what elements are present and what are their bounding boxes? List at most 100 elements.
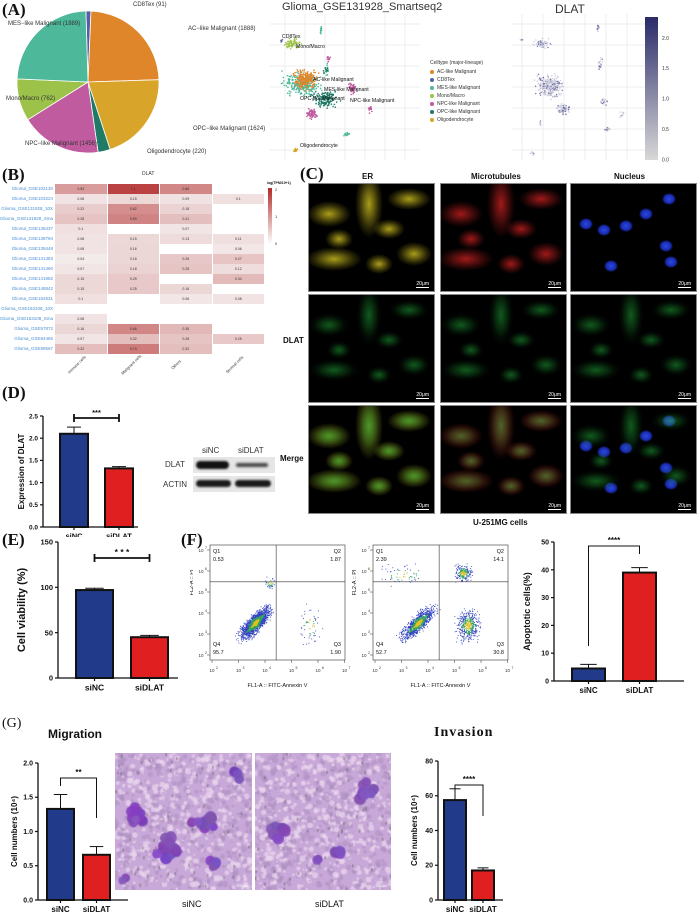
flow-event (263, 611, 265, 613)
x-tick-exponent: 2 (216, 666, 218, 670)
microscopy-image: 20μm (440, 294, 567, 403)
flow-event (419, 621, 421, 623)
flow-event (460, 617, 462, 619)
flow-event (404, 627, 406, 629)
flow-event (308, 642, 310, 644)
heatmap-row-label[interactable]: Glioma_GSE131928_Smartseq2 (0, 216, 53, 221)
flow-event (255, 625, 257, 627)
heatmap-row-label[interactable]: Glioma_GSE89567 (14, 346, 53, 351)
flow-event (420, 627, 422, 629)
pie-label-oligo: Oligodendrocyte (220) (147, 149, 207, 155)
umap-point (370, 108, 373, 111)
umap-point (306, 75, 308, 78)
flow-event (420, 626, 422, 628)
flow-event (315, 640, 316, 642)
flow-event (418, 628, 420, 630)
flow-event (244, 631, 246, 633)
flow-event (470, 631, 472, 633)
umap-point (300, 86, 303, 89)
flow-event (420, 612, 421, 614)
heatmap-row-label[interactable]: Glioma_GSE135437 (11, 226, 53, 231)
flow-event (253, 615, 255, 617)
flow-event (244, 623, 245, 625)
flow-event (415, 620, 417, 622)
flow-event (426, 615, 428, 617)
flow-event (250, 636, 252, 638)
legend-item: Oligodendrocyte (430, 116, 483, 124)
flow-event (260, 623, 262, 625)
flow-event (468, 620, 470, 622)
flow-event (270, 585, 272, 587)
flow-event (463, 568, 465, 569)
heatmap-cell: 0.53 (55, 184, 108, 194)
heatmap-row-label[interactable]: Glioma_GSE102130 (11, 186, 53, 191)
flow-event (472, 628, 474, 630)
heatmap-row-label[interactable]: Glioma_GSE57872 (14, 326, 53, 331)
flow-event (261, 613, 263, 615)
feature-point (539, 45, 541, 48)
feature-point (560, 103, 563, 105)
heatmap-row-label[interactable]: Glioma_GSE148842 (11, 286, 53, 291)
flow-event (418, 626, 420, 628)
flow-event (456, 630, 458, 632)
legend-label: AC-like Malignant (437, 69, 477, 75)
flow-event (251, 626, 253, 628)
y-tick-label: 100 (40, 583, 53, 592)
flow-event (413, 617, 415, 619)
flow-event (469, 610, 471, 612)
flow-event (470, 627, 472, 629)
flow-event (415, 627, 416, 629)
heatmap-row-label[interactable]: Glioma_GSE141383 (11, 256, 53, 261)
flow-event (419, 629, 421, 631)
flow-event (241, 634, 243, 635)
umap-point (296, 84, 299, 87)
flow-event (471, 622, 473, 624)
flow-event (254, 616, 256, 618)
feature-point (543, 88, 545, 90)
heatmap-cell (55, 304, 108, 314)
flow-event (431, 616, 433, 618)
heatmap-row-label[interactable]: Glioma_GSE103224 (11, 196, 53, 201)
heatmap-row-label[interactable]: Glioma_GSE131928_10X (1, 206, 53, 211)
flow-event (471, 571, 473, 573)
flow-event (429, 615, 431, 617)
flow-event (266, 618, 268, 620)
flow-event (401, 641, 403, 643)
heatmap-row-label[interactable]: Glioma_GSE139448 (11, 246, 53, 251)
umap-point (353, 87, 356, 90)
flow-event (464, 620, 466, 622)
heatmap-row-label[interactable]: Glioma_GSE162631 (11, 296, 53, 301)
flow-event (247, 633, 249, 635)
flow-event (412, 635, 414, 637)
flow-event (410, 620, 412, 622)
flow-event (265, 611, 267, 613)
heatmap-row-label[interactable]: Glioma_GSE141460 (11, 266, 53, 271)
flow-event (462, 628, 464, 630)
flow-event (261, 623, 263, 625)
flow-event (478, 620, 480, 622)
heatmap-row-label[interactable]: Glioma_GSE163108_10X (1, 306, 53, 311)
heatmap-row-label[interactable]: Glioma_GSE163108_Smartseq2 (0, 316, 53, 321)
flow-event (461, 576, 463, 577)
umap-point (289, 78, 291, 81)
heatmap-row-label[interactable]: Glioma_GSE141982 (11, 276, 53, 281)
feature-point (551, 96, 554, 98)
flow-event (467, 624, 469, 626)
flow-event (409, 627, 410, 629)
feature-point (559, 88, 561, 90)
flow-event (239, 635, 241, 637)
flow-event (462, 575, 464, 577)
heatmap-row-label[interactable]: Glioma_GSE84465 (14, 336, 53, 341)
umap-point (292, 150, 295, 152)
y-tick-exponent: 5 (205, 588, 207, 592)
flow-event (246, 622, 248, 624)
feature-point (532, 154, 534, 156)
umap-point (349, 82, 351, 85)
flow-event (259, 619, 261, 621)
heatmap-row-label[interactable]: Glioma_GSE138794 (11, 236, 53, 241)
flow-event (270, 613, 271, 615)
flow-event (429, 614, 431, 616)
flow-event (471, 620, 472, 622)
umap-point (320, 98, 322, 101)
flow-event (461, 576, 463, 577)
